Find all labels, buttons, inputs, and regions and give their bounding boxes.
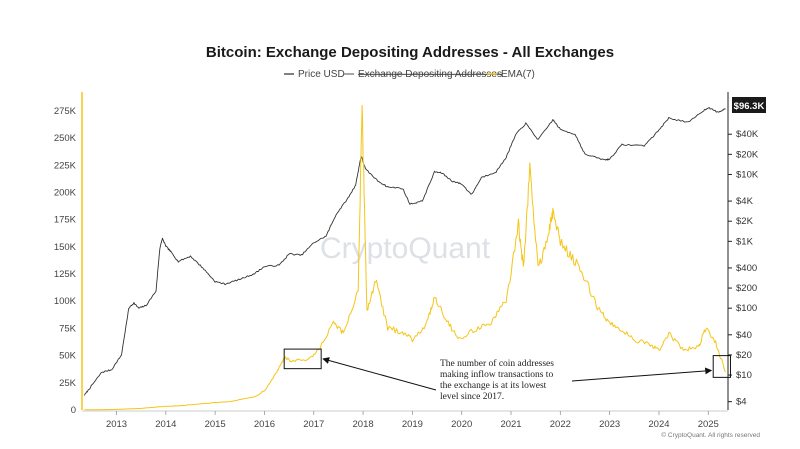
x-tick-label: 2020 xyxy=(451,419,472,430)
x-tick-label: 2018 xyxy=(353,419,374,430)
right-axis: $4 $10 $20 $40 $100 $200 $400 $1K $2K $4K $10K $20K… xyxy=(727,92,759,410)
x-tick-label: 2017 xyxy=(303,419,324,430)
watermark: CryptoQuant xyxy=(320,232,491,265)
right-tick-label: $4K xyxy=(736,196,754,207)
x-tick-label: 2016 xyxy=(254,419,275,430)
x-tick-label: 2023 xyxy=(599,419,620,430)
left-tick-label: 75K xyxy=(59,323,77,334)
left-tick-label: 50K xyxy=(59,351,77,362)
left-tick-label: 275K xyxy=(54,106,77,117)
left-tick-label: 250K xyxy=(54,133,77,144)
series-layer xyxy=(84,104,726,411)
current-price-badge: $96.3K xyxy=(732,97,766,113)
left-tick-label: 150K xyxy=(54,242,77,253)
annotation-line: the exchange is at its lowest xyxy=(440,381,547,391)
right-tick-label: $2K xyxy=(736,216,754,227)
left-tick-label: 25K xyxy=(59,378,77,389)
annotation-box-1 xyxy=(712,355,731,378)
right-tick-label: $10 xyxy=(736,370,752,381)
left-tick-label: 225K xyxy=(54,160,77,171)
left-tick-label: 0 xyxy=(71,405,76,416)
right-tick-label: $1K xyxy=(736,236,754,247)
right-tick-label: $40 xyxy=(736,330,752,341)
copyright: © CryptoQuant. All rights reserved xyxy=(661,431,760,439)
annotation-line: level since 2017. xyxy=(440,392,504,402)
chart-title: Bitcoin: Exchange Depositing Addresses -… xyxy=(206,44,614,61)
annotation-line: The number of coin addresses xyxy=(440,358,554,369)
price-badge-label: $96.3K xyxy=(734,101,765,112)
legend-label: Price USD xyxy=(298,69,345,80)
legend-item-0[interactable]: Price USD xyxy=(284,69,345,80)
x-tick-label: 2019 xyxy=(402,419,423,430)
annotation-arrow-left xyxy=(322,357,437,391)
left-tick-label: 100K xyxy=(54,296,77,307)
legend-item-2[interactable]: EMA(7) xyxy=(487,69,535,80)
x-tick-label: 2021 xyxy=(500,419,521,430)
right-tick-label: $20 xyxy=(736,350,752,361)
legend-item-1[interactable]: Exchange Depositing Addresses xyxy=(344,69,502,80)
right-tick-label: $20K xyxy=(736,149,759,160)
annotation-arrow-right xyxy=(571,367,713,382)
right-tick-label: $200 xyxy=(736,283,757,294)
right-tick-label: $10K xyxy=(736,169,759,180)
legend-label: EMA(7) xyxy=(501,69,535,80)
left-tick-label: 175K xyxy=(54,215,77,226)
legend-label: Exchange Depositing Addresses xyxy=(358,69,502,80)
legend[interactable]: Price USD Exchange Depositing Addresses EM… xyxy=(284,69,535,80)
x-tick-label: 2015 xyxy=(205,419,226,430)
x-tick-label: 2014 xyxy=(155,419,176,430)
left-tick-label: 200K xyxy=(54,187,77,198)
x-tick-label: 2025 xyxy=(698,419,719,430)
x-tick-label: 2013 xyxy=(106,419,127,430)
x-tick-label: 2022 xyxy=(550,419,571,430)
x-tick-label: 2024 xyxy=(648,419,669,430)
annotation-line: making inflow transactions to xyxy=(440,369,553,380)
left-axis: 0 25K 50K 75K 100K 125K 150K 175K 200K 225K 250K 27… xyxy=(54,92,83,416)
x-axis: 2013 2014 2015 2016 2017 2018 2019 2020 2021 2022… xyxy=(82,410,728,430)
annotation-box-0 xyxy=(283,348,322,370)
price-badge-bg xyxy=(732,97,766,113)
series-line-price xyxy=(84,107,726,396)
right-tick-label: $400 xyxy=(736,263,757,274)
series-line-ema xyxy=(84,104,726,411)
left-tick-label: 125K xyxy=(54,269,77,280)
right-tick-label: $100 xyxy=(736,303,757,314)
right-tick-label: $4 xyxy=(736,397,747,408)
right-tick-label: $40K xyxy=(736,129,759,140)
